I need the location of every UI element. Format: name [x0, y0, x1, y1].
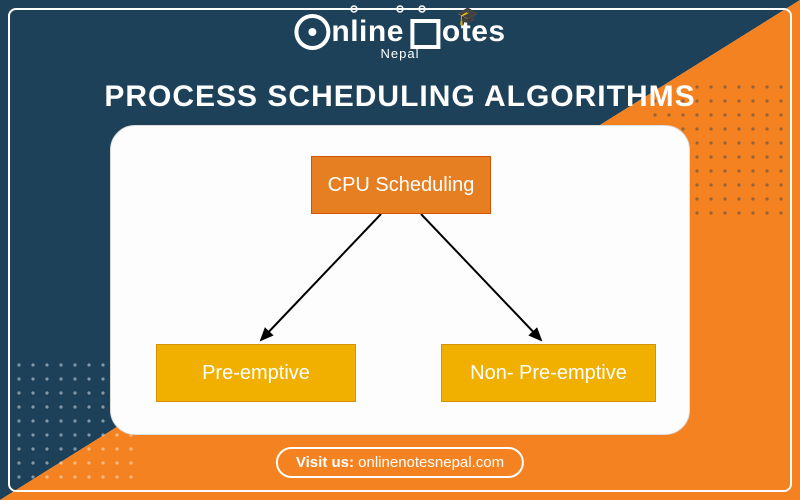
logo: nline otes 🎓 Nepal	[294, 14, 505, 61]
visit-pill: Visit us: onlinenotesnepal.com	[276, 447, 524, 478]
grad-cap-icon: 🎓	[457, 6, 480, 27]
child-node-left: Pre-emptive	[156, 344, 356, 402]
canvas: nline otes 🎓 Nepal PROCESS SCHEDULING AL…	[0, 0, 800, 500]
root-node: CPU Scheduling	[311, 156, 491, 214]
child-right-label: Non- Pre-emptive	[470, 362, 627, 385]
child-node-right: Non- Pre-emptive	[441, 344, 656, 402]
diagram-card: CPU Scheduling Pre-emptive Non- Pre-empt…	[110, 125, 690, 435]
visit-label: Visit us:	[296, 454, 354, 471]
tree-arrows	[111, 214, 691, 344]
child-left-label: Pre-emptive	[202, 362, 310, 385]
logo-text-1: nline	[331, 15, 404, 49]
logo-o-icon	[294, 14, 330, 50]
page-title: PROCESS SCHEDULING ALGORITHMS	[104, 80, 695, 114]
logo-n-icon	[410, 19, 440, 49]
root-node-label: CPU Scheduling	[328, 174, 475, 197]
visit-url: onlinenotesnepal.com	[358, 454, 504, 471]
logo-main: nline otes 🎓	[294, 14, 505, 50]
